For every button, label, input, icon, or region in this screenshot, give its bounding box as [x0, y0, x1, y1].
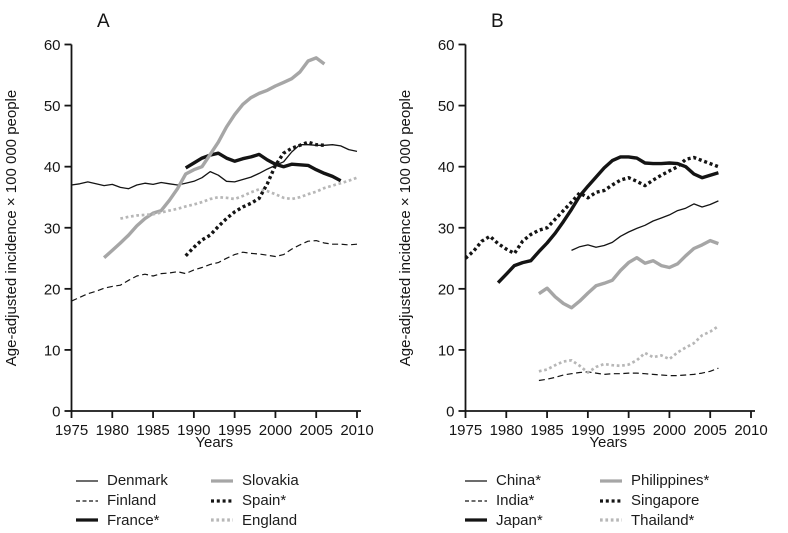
- legend-line-sample-icon: [76, 480, 98, 482]
- legend-line-sample-icon: [600, 479, 622, 483]
- y-tick-label: 30: [44, 220, 61, 237]
- legend-item: Singapore: [600, 491, 709, 511]
- x-axis-title: Years: [195, 434, 233, 451]
- x-axis-title: Years: [589, 434, 627, 451]
- legend-label: Philippines*: [631, 472, 710, 490]
- legend-column: Slovakia Spain* England: [211, 471, 299, 530]
- series-line-thailand: [538, 324, 720, 374]
- legend-label: Japan*: [496, 511, 543, 529]
- x-tick-label: 1975: [55, 422, 88, 439]
- legend-item: Finland: [76, 491, 211, 511]
- series-line-china: [571, 200, 719, 251]
- legend-label: China*: [496, 472, 542, 490]
- legend-line-sample-icon: [211, 498, 233, 503]
- x-tick-label: 2005: [694, 422, 727, 439]
- legend-label: England: [242, 511, 298, 529]
- legend-column: Denmark Finland France*: [76, 471, 211, 530]
- legend-label: Finland: [107, 492, 157, 510]
- legend-label: Thailand*: [631, 511, 695, 529]
- x-tick-label: 2000: [653, 422, 686, 439]
- y-tick-label: 30: [438, 220, 455, 237]
- x-tick-label: 1990: [571, 422, 604, 439]
- y-tick-label: 40: [438, 159, 455, 176]
- legend-line-sample-icon: [211, 518, 233, 522]
- y-tick-label: 40: [44, 159, 61, 176]
- legend-label: Spain*: [242, 492, 287, 510]
- legend-item: Denmark: [76, 471, 211, 491]
- panel-a: 0 10 20 30 40 50 60 1975 1980 1985 1990 1995 2000 200…: [3, 11, 374, 530]
- legend-item: France*: [76, 510, 211, 530]
- series-line-slovakia: [102, 56, 326, 259]
- legend-a: Denmark Finland France* Slovakia Spain* Engla…: [76, 471, 299, 530]
- x-tick-label: 1990: [177, 422, 210, 439]
- x-tick-label: 1985: [136, 422, 169, 439]
- x-tick-label: 2005: [300, 422, 333, 439]
- y-axis-title: Age-adjusted incidence × 100 000 people: [3, 90, 20, 366]
- x-tick-label: 1980: [490, 422, 523, 439]
- legend-item: Philippines*: [600, 471, 709, 491]
- x-tick-label: 1985: [530, 422, 563, 439]
- legend-line-sample-icon: [76, 518, 98, 522]
- y-tick-label: 60: [438, 37, 455, 54]
- x-tick-label: 2000: [259, 422, 292, 439]
- y-tick-label: 10: [438, 342, 455, 359]
- series-line-japan: [496, 155, 719, 284]
- y-tick-label: 0: [446, 404, 454, 421]
- legend-label: France*: [107, 511, 160, 529]
- legend-item: Spain*: [211, 491, 299, 511]
- y-tick-label: 20: [44, 281, 61, 298]
- series-line-finland: [71, 240, 358, 302]
- legend-item: Thailand*: [600, 510, 709, 530]
- series-line-england: [120, 176, 358, 220]
- series-line-singapore: [464, 155, 720, 260]
- x-tick-label: 1995: [612, 422, 645, 439]
- legend-item: Slovakia: [211, 471, 299, 491]
- legend-label: Denmark: [107, 472, 168, 490]
- chart-a: 0 10 20 30 40 50 60 1975 1980 1985 1990 1995 2000 200…: [3, 11, 374, 451]
- legend-label: India*: [496, 492, 535, 510]
- x-tick-label: 2010: [734, 422, 767, 439]
- legend-b: China* India* Japan* Philippines* Singapore T…: [465, 471, 709, 530]
- x-tick-label: 1975: [449, 422, 482, 439]
- series-line-philippines: [537, 238, 719, 310]
- x-tick-label: 2010: [340, 422, 373, 439]
- legend-item: Japan*: [465, 510, 600, 530]
- y-tick-label: 20: [438, 281, 455, 298]
- y-tick-label: 10: [44, 342, 61, 359]
- y-tick-label: 50: [438, 98, 455, 115]
- panel-b: 0 10 20 30 40 50 60 1975 1980 1985 1990 1995 2000 200…: [394, 0, 788, 533]
- x-tick-label: 1980: [96, 422, 129, 439]
- series-line-denmark: [71, 144, 358, 190]
- series-line-india: [538, 367, 719, 382]
- y-tick-label: 50: [44, 98, 61, 115]
- panel-letter: B: [491, 11, 504, 32]
- chart-b: 0 10 20 30 40 50 60 1975 1980 1985 1990 1995 2000 200…: [397, 11, 768, 451]
- legend-column: Philippines* Singapore Thailand*: [600, 471, 709, 530]
- legend-line-sample-icon: [600, 518, 622, 522]
- y-tick-label: 60: [44, 37, 61, 54]
- legend-line-sample-icon: [76, 499, 98, 502]
- legend-line-sample-icon: [600, 498, 622, 503]
- legend-item: India*: [465, 491, 600, 511]
- legend-line-sample-icon: [465, 518, 487, 522]
- legend-item: England: [211, 510, 299, 530]
- series-line-spain: [184, 140, 325, 257]
- legend-label: Singapore: [631, 492, 700, 510]
- legend-column: China* India* Japan*: [465, 471, 600, 530]
- legend-line-sample-icon: [211, 479, 233, 483]
- x-tick-label: 1995: [218, 422, 251, 439]
- legend-label: Slovakia: [242, 472, 299, 490]
- legend-line-sample-icon: [465, 499, 487, 502]
- legend-item: China*: [465, 471, 600, 491]
- y-axis-title: Age-adjusted incidence × 100 000 people: [397, 90, 414, 366]
- y-tick-label: 0: [52, 404, 60, 421]
- legend-line-sample-icon: [465, 480, 487, 482]
- panel-letter: A: [97, 11, 110, 32]
